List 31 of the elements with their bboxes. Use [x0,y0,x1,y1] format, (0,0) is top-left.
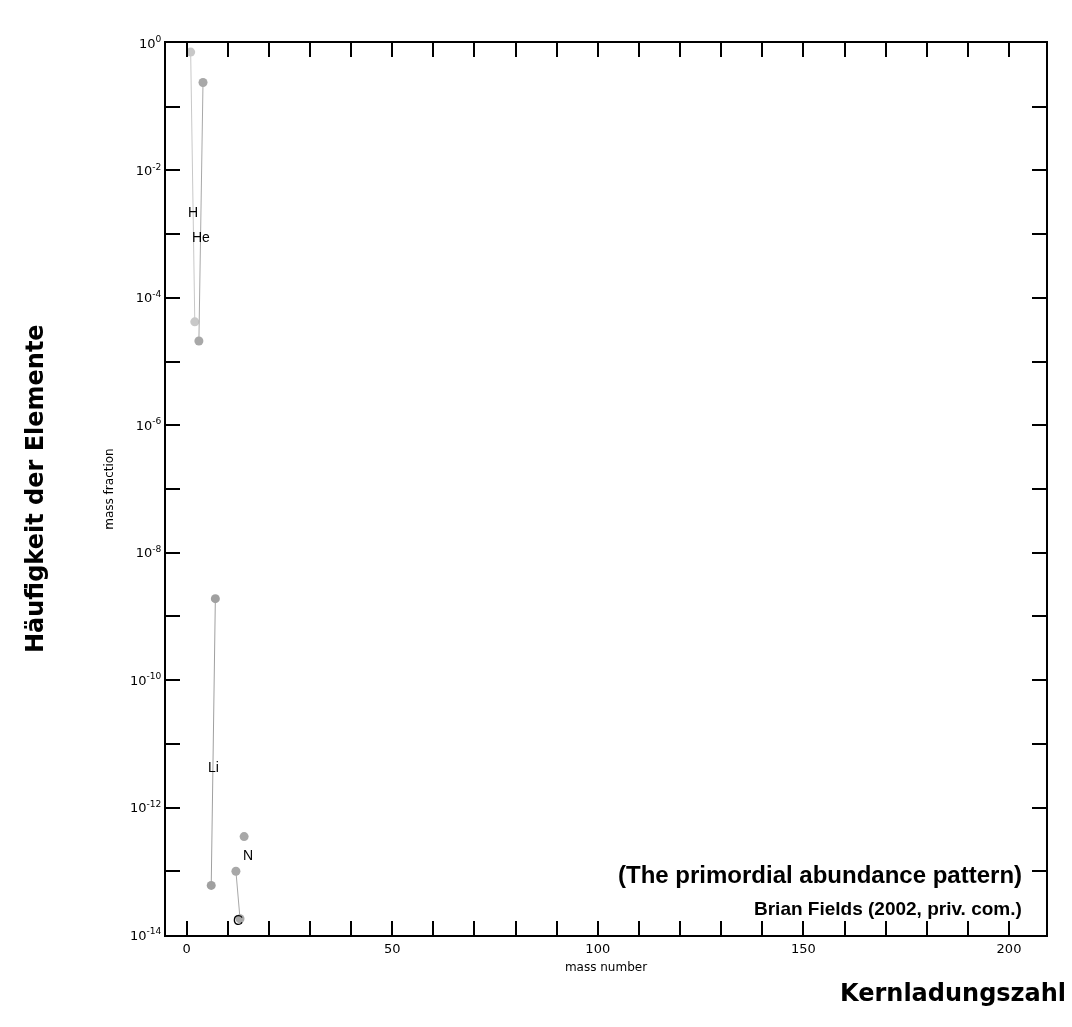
point [194,336,204,346]
annotation: (The primordial abundance pattern) [618,861,1023,888]
annotation: Brian Fields (2002, priv. com.) [754,898,1022,919]
series-label: N [243,847,254,863]
point [198,77,208,87]
x-axis-title: mass number [564,960,648,974]
point [239,832,249,842]
y-tick-label: 10$^{-12}$ [129,798,162,816]
text: Häufigkeit der Elemente [21,324,49,653]
y-tick-label: 10$^{-2}$ [135,161,162,178]
y-tick-label: 10$^{-6}$ [135,416,162,433]
y-tick-label: 10$^{-10}$ [129,671,162,688]
y-axis-title: mass fraction [101,448,116,530]
point [206,880,216,890]
series-label: Li [208,759,219,775]
x-tick-label: 50 [383,940,401,956]
y-tick-label: 10$^{-8}$ [135,543,162,561]
x-tick-label: 0 [182,940,191,956]
point [190,317,200,327]
point [231,866,241,876]
series-label: H [188,204,199,220]
series-label: C [233,912,244,928]
y-tick-label: 10$^{0}$ [139,34,162,51]
y-tick-label: 10$^{-14}$ [129,926,162,943]
text: Kernladungszahl [840,979,1067,1007]
x-tick-label: 100 [585,940,611,956]
y-tick-label: 10$^{-4}$ [135,288,162,306]
x-tick-label: 200 [996,940,1022,956]
point [210,594,220,604]
series-label: He [192,229,211,245]
x-tick-label: 150 [790,940,816,956]
